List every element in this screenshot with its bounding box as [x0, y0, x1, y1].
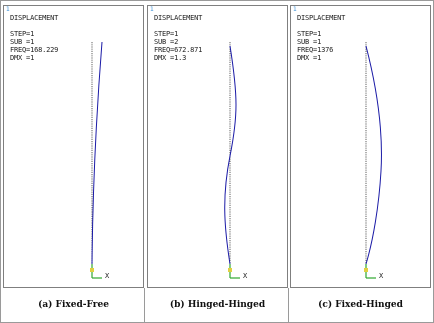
panel-number: 1 — [6, 6, 10, 13]
step-label: STEP=1 — [297, 30, 322, 38]
dmx-label: DMX =1.3 — [154, 54, 187, 62]
deformed-beam — [91, 41, 103, 265]
panel-hinged-hinged: 1 DISPLACEMENT STEP=1 SUB =2 FREQ=672.87… — [147, 5, 288, 288]
panel-fixed-hinged: 1 DISPLACEMENT STEP=1 SUB =1 FREQ=1376 D… — [290, 5, 431, 288]
step-label: STEP=1 — [154, 30, 179, 38]
origin-marker — [228, 268, 232, 272]
caption-divider — [144, 288, 145, 323]
mode-shape-plot — [364, 42, 382, 279]
origin-marker — [364, 268, 368, 272]
mode-shape-plot — [90, 41, 103, 279]
deformed-beam — [224, 45, 237, 265]
caption-fixed-hinged: (c) Fixed-Hinged — [318, 300, 403, 310]
plot-title: DISPLACEMENT — [297, 14, 346, 22]
dmx-label: DMX =1 — [297, 54, 322, 62]
plot-title: DISPLACEMENT — [154, 14, 203, 22]
panel-number: 1 — [293, 6, 297, 13]
origin-marker — [90, 268, 94, 272]
deformed-beam — [365, 45, 382, 265]
sub-label: SUB =1 — [10, 38, 35, 46]
panel-fixed-free: 1 DISPLACEMENT STEP=1 SUB =1 FREQ=168.22… — [3, 5, 144, 288]
freq-label: FREQ=1376 — [297, 46, 334, 54]
mode-shape-plot — [224, 42, 240, 279]
caption-divider — [288, 288, 289, 323]
freq-label: FREQ=168.229 — [10, 46, 59, 54]
step-label: STEP=1 — [10, 30, 35, 38]
axis-x-label: X — [379, 272, 384, 280]
freq-label: FREQ=672.871 — [154, 46, 203, 54]
caption-fixed-free: (a) Fixed-Free — [38, 300, 109, 310]
plot-title: DISPLACEMENT — [10, 14, 59, 22]
panel-number: 1 — [150, 6, 154, 13]
caption-row: (a) Fixed-Free (b) Hinged-Hinged (c) Fix… — [0, 288, 434, 323]
sub-label: SUB =2 — [154, 38, 179, 46]
sub-label: SUB =1 — [297, 38, 322, 46]
axis-x-label: X — [243, 272, 248, 280]
caption-hinged-hinged: (b) Hinged-Hinged — [169, 300, 266, 310]
dmx-label: DMX =1 — [10, 54, 35, 62]
axis-x-label: X — [105, 272, 110, 280]
